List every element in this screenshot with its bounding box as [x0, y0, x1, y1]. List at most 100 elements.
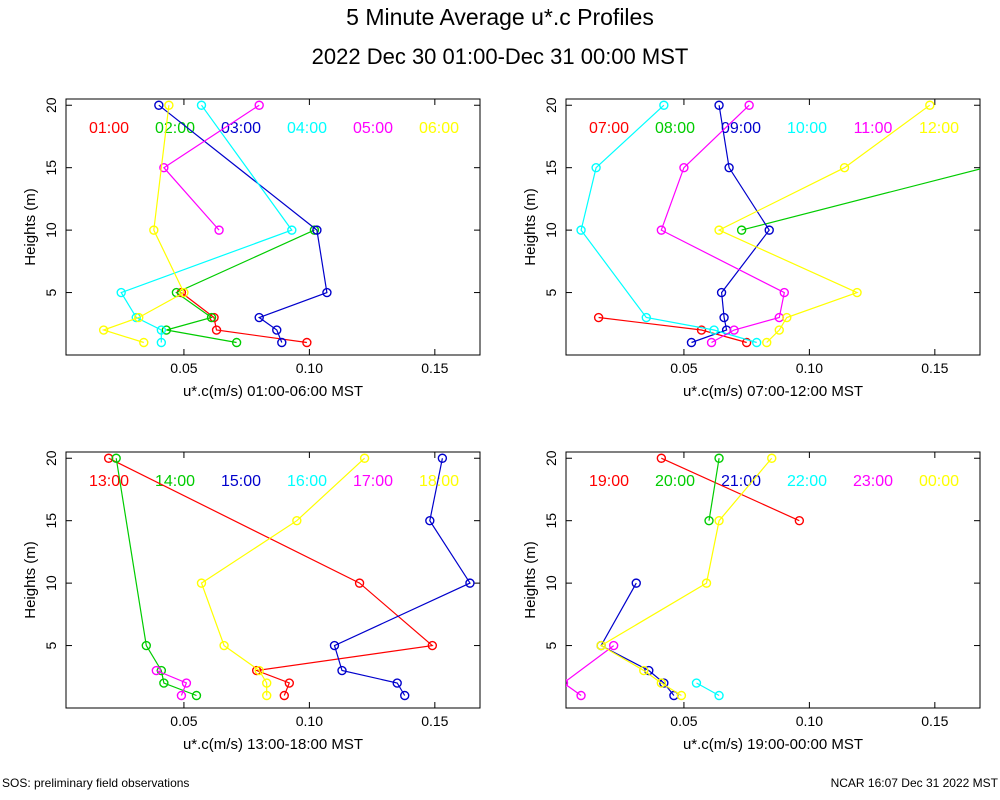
series-line-1500	[333, 458, 471, 696]
legend-entry-2100: 21:00	[721, 473, 761, 490]
data-point-2100	[631, 578, 641, 588]
y-tick-label: 10	[43, 575, 59, 591]
x-tick-label: 0.05	[670, 713, 697, 729]
y-tick-label: 5	[43, 288, 59, 296]
data-point-0200	[206, 312, 217, 323]
data-point-0900	[764, 225, 774, 235]
data-point-0000	[676, 690, 687, 701]
data-point-1700	[151, 665, 162, 676]
series-line-1300	[108, 457, 434, 696]
data-point-0000	[639, 665, 649, 676]
legend-entry-1000: 10:00	[787, 120, 827, 137]
data-point-0600	[164, 100, 174, 110]
x-tick-label: 0.10	[796, 713, 823, 729]
data-point-0500	[214, 225, 224, 235]
data-point-1000	[751, 337, 762, 348]
series-line-1400	[115, 458, 197, 697]
series-line-0800	[741, 168, 980, 231]
data-point-1500	[400, 690, 410, 701]
y-tick-label: 5	[43, 641, 59, 649]
legend-entry-1200: 12:00	[919, 120, 959, 137]
data-point-0600	[149, 225, 159, 235]
data-point-0800	[981, 164, 989, 172]
data-point-2300	[576, 690, 586, 701]
y-tick-label: 10	[543, 222, 559, 238]
series-line-0100	[181, 292, 307, 344]
data-point-1200	[714, 225, 724, 235]
legend-entry-2300: 23:00	[853, 473, 893, 490]
y-axis-label: Heights (m)	[22, 188, 39, 266]
y-tick-label: 20	[543, 450, 559, 466]
data-point-0400	[131, 312, 141, 323]
y-tick-label: 15	[543, 160, 559, 176]
data-point-1100	[706, 337, 717, 348]
x-tick-label: 0.10	[296, 360, 323, 376]
data-point-0300	[322, 287, 332, 298]
data-point-0000	[701, 578, 712, 588]
series-line-0300	[158, 104, 328, 343]
data-point-1500	[337, 665, 347, 676]
data-point-1900	[656, 453, 667, 463]
data-point-1200	[925, 100, 935, 110]
x-tick-label: 0.10	[296, 713, 323, 729]
data-point-1400	[141, 640, 151, 651]
data-point-1400	[191, 690, 202, 701]
data-point-1100	[729, 325, 739, 335]
series-line-1200	[717, 104, 931, 343]
data-point-0700	[696, 325, 707, 335]
data-point-0800	[736, 225, 747, 235]
legend-entry-1100: 11:00	[854, 120, 893, 137]
data-point-0300	[154, 100, 164, 110]
data-point-0000	[656, 678, 667, 688]
data-point-0200	[231, 337, 242, 348]
data-point-0900	[719, 312, 729, 323]
data-point-0700	[593, 312, 604, 323]
series-line-2300	[566, 645, 615, 696]
legend-entry-2200: 22:00	[787, 473, 827, 490]
legend-entry-1400: 14:00	[155, 473, 195, 490]
legend-entry-0000: 00:00	[919, 473, 959, 490]
y-tick-label: 10	[543, 575, 559, 591]
data-point-1800	[262, 678, 272, 688]
data-point-0900	[716, 287, 727, 298]
data-point-0500	[159, 162, 169, 173]
y-tick-label: 15	[543, 513, 559, 529]
data-point-0100	[302, 337, 312, 348]
series-line-1900	[661, 457, 800, 522]
x-tick-label: 0.10	[796, 360, 823, 376]
data-point-1800	[262, 690, 272, 701]
page-subtitle: 2022 Dec 30 01:00-Dec 31 00:00 MST	[311, 44, 689, 69]
data-point-1700	[176, 690, 187, 701]
series-line-0500	[162, 104, 260, 231]
data-point-1000	[576, 225, 586, 235]
data-point-1200	[782, 312, 792, 323]
y-tick-label: 20	[543, 97, 559, 113]
data-point-1100	[656, 225, 667, 235]
plot-frame-2	[565, 98, 981, 356]
data-point-0600	[139, 337, 149, 348]
data-point-1100	[779, 287, 789, 298]
data-point-1500	[437, 453, 448, 463]
legend-entry-1800: 18:00	[419, 473, 459, 490]
y-tick-label: 20	[43, 450, 59, 466]
data-point-0400	[156, 337, 167, 348]
data-point-2000	[714, 453, 724, 463]
data-point-1300	[279, 690, 289, 701]
plot-frame-3	[65, 451, 481, 709]
data-point-1400	[111, 453, 121, 463]
plot-frame-1	[65, 98, 481, 356]
y-tick-label: 15	[43, 160, 59, 176]
data-point-0300	[272, 325, 282, 335]
series-line-0900	[691, 105, 770, 344]
data-point-0500	[254, 100, 264, 110]
data-point-0600	[179, 287, 189, 298]
data-point-0400	[156, 325, 167, 335]
x-tick-label: 0.15	[921, 713, 948, 729]
y-tick-label: 5	[543, 641, 559, 649]
data-point-0000	[767, 453, 777, 463]
data-point-0200	[161, 325, 172, 335]
data-point-1800	[219, 640, 229, 651]
series-line-0400	[120, 104, 293, 343]
data-point-1800	[292, 515, 302, 526]
